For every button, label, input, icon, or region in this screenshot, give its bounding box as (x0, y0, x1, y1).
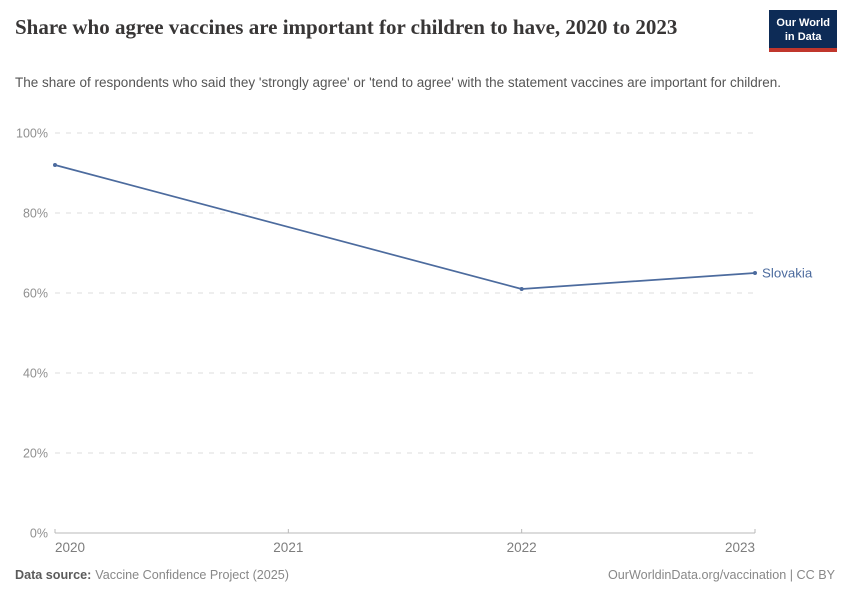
data-source-label: Data source: (15, 568, 92, 582)
x-tick-label: 2023 (725, 540, 755, 555)
data-source: Data source: Vaccine Confidence Project (… (15, 568, 289, 582)
data-point-marker (53, 163, 57, 167)
y-tick-label: 100% (16, 126, 48, 140)
chart-footer: Data source: Vaccine Confidence Project (… (15, 568, 835, 582)
owid-logo-line2: in Data (784, 31, 822, 43)
x-tick-label: 2022 (507, 540, 537, 555)
y-tick-label: 20% (23, 446, 48, 460)
attribution-link[interactable]: OurWorldinData.org/vaccination | CC BY (607, 568, 835, 582)
chart-title: Share who agree vaccines are important f… (15, 15, 678, 39)
x-tick-label: 2021 (273, 540, 303, 555)
series-line (54, 164, 756, 290)
y-tick-label: 60% (23, 286, 48, 300)
chart-subtitle: The share of respondents who said they '… (15, 75, 781, 90)
data-source-value: Vaccine Confidence Project (2025) (95, 568, 289, 582)
owid-logo[interactable]: Our World in Data (769, 10, 837, 52)
series-label: Slovakia (762, 265, 813, 280)
owid-logo-line1: Our World (776, 17, 830, 29)
x-tick-label: 2020 (55, 540, 85, 555)
y-tick-label: 80% (23, 206, 48, 220)
y-tick-label: 40% (23, 366, 48, 380)
y-tick-label: 0% (30, 526, 48, 540)
data-point-marker (753, 271, 757, 275)
data-point-marker (519, 287, 524, 291)
